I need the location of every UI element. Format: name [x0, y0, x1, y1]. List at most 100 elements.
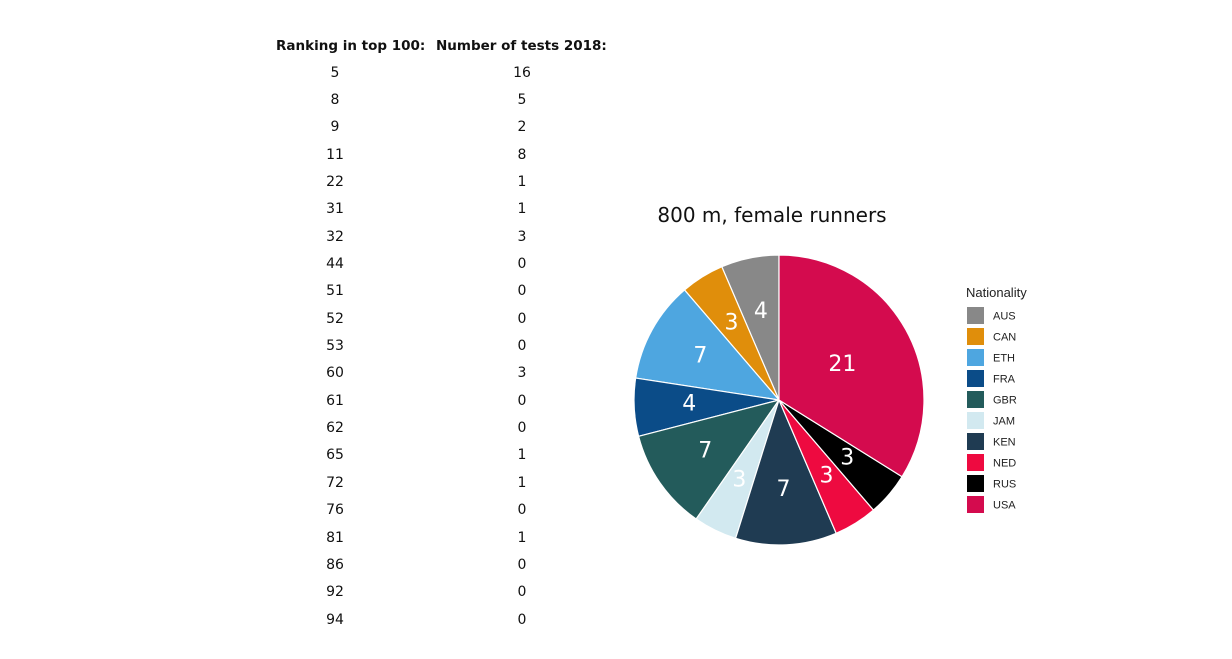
table-row: 72 1 — [268, 469, 612, 496]
rank-cell: 81 — [326, 529, 344, 546]
rank-cell: 72 — [326, 474, 344, 491]
tests-table: Ranking in top 100: Number of tests 2018… — [268, 36, 612, 633]
pie-slice-usa — [778, 254, 925, 478]
tests-cell: 0 — [517, 283, 527, 300]
tests-cell: 0 — [517, 420, 527, 437]
rank-cell: 61 — [326, 392, 344, 409]
table-row: 53 0 — [268, 332, 612, 359]
table-row: 86 0 — [268, 551, 612, 578]
legend-label-can: CAN — [993, 332, 1016, 344]
tests-cell: 0 — [517, 584, 527, 601]
legend-swatch-jam — [967, 412, 984, 429]
legend-label-jam: JAM — [993, 416, 1015, 428]
table-row: 22 1 — [268, 168, 612, 195]
slice-label-ned: 3 — [820, 463, 834, 488]
legend-label-ned: NED — [993, 458, 1016, 470]
slice-label-gbr: 7 — [698, 438, 712, 463]
rank-cell: 8 — [330, 92, 340, 109]
tests-cell: 1 — [517, 529, 527, 546]
table-row: 65 1 — [268, 442, 612, 469]
rank-cell: 52 — [326, 310, 344, 327]
slice-label-ken: 7 — [777, 477, 791, 502]
slice-label-fra: 4 — [682, 392, 696, 417]
legend-swatch-rus — [967, 475, 984, 492]
pie-slice-ken — [734, 398, 837, 546]
tests-cell: 3 — [517, 365, 527, 382]
legend-label-usa: USA — [993, 500, 1016, 512]
legend-swatch-usa — [967, 496, 984, 513]
rank-cell: 9 — [330, 119, 340, 136]
tests-cell: 0 — [517, 256, 527, 273]
table-row: 52 0 — [268, 305, 612, 332]
rank-cell: 5 — [330, 64, 340, 81]
table-row: 62 0 — [268, 414, 612, 441]
tests-cell: 3 — [517, 228, 527, 245]
legend: Nationality AUS CAN ETH FRA GBR JAM KEN NED RUS U… — [966, 285, 1027, 513]
table-row: 81 1 — [268, 524, 612, 551]
table-row: 92 0 — [268, 579, 612, 606]
table-row: 61 0 — [268, 387, 612, 414]
table-row: 94 0 — [268, 606, 612, 633]
chart-title: 800 m, female runners — [657, 203, 886, 227]
legend-title: Nationality — [966, 285, 1027, 300]
legend-swatch-eth — [967, 349, 984, 366]
legend-label-eth: ETH — [993, 353, 1015, 365]
table-row: 32 3 — [268, 223, 612, 250]
tests-cell: 1 — [517, 447, 527, 464]
table-row: 5 16 — [268, 59, 612, 86]
legend-swatch-ken — [967, 433, 984, 450]
pie-slice-gbr — [637, 399, 781, 520]
slice-label-jam: 3 — [732, 468, 746, 493]
table-header: Ranking in top 100: Number of tests 2018… — [268, 36, 612, 56]
table-row: 31 1 — [268, 196, 612, 223]
rank-cell: 86 — [326, 556, 344, 573]
legend-swatch-gbr — [967, 391, 984, 408]
table-body: 5 16 8 5 9 2 11 8 22 1 31 1 32 3 44 0 51 0 52 0 53 0 60 3 61 0 62 0… — [268, 59, 612, 633]
table-row: 51 0 — [268, 278, 612, 305]
tests-cell: 0 — [517, 392, 527, 409]
tests-cell: 16 — [513, 64, 531, 81]
table-row: 11 8 — [268, 141, 612, 168]
header-tests: Number of tests 2018: — [436, 38, 607, 54]
rank-cell: 31 — [326, 201, 344, 218]
tests-cell: 1 — [517, 201, 527, 218]
header-ranking: Ranking in top 100: — [276, 38, 426, 54]
rank-cell: 44 — [326, 256, 344, 273]
tests-cell: 0 — [517, 556, 527, 573]
tests-cell: 0 — [517, 310, 527, 327]
legend-swatch-ned — [967, 454, 984, 471]
rank-cell: 62 — [326, 420, 344, 437]
rank-cell: 53 — [326, 338, 344, 355]
slice-label-eth: 7 — [693, 343, 707, 368]
pie-slice-eth — [634, 289, 781, 401]
tests-cell: 1 — [517, 174, 527, 191]
tests-cell: 0 — [517, 338, 527, 355]
pie-slices — [633, 254, 925, 546]
rank-cell: 76 — [326, 502, 344, 519]
rank-cell: 94 — [326, 611, 344, 628]
legend-label-ken: KEN — [993, 437, 1016, 449]
rank-cell: 32 — [326, 228, 344, 245]
legend-swatch-can — [967, 328, 984, 345]
table-row: 60 3 — [268, 360, 612, 387]
slice-label-usa: 21 — [828, 352, 856, 377]
tests-cell: 5 — [517, 92, 527, 109]
table-row: 44 0 — [268, 250, 612, 277]
legend-label-fra: FRA — [993, 374, 1016, 386]
legend-label-gbr: GBR — [993, 395, 1017, 407]
table-row: 76 0 — [268, 497, 612, 524]
rank-cell: 65 — [326, 447, 344, 464]
tests-cell: 2 — [517, 119, 527, 136]
legend-swatch-fra — [967, 370, 984, 387]
tests-cell: 0 — [517, 611, 527, 628]
legend-label-rus: RUS — [993, 479, 1016, 491]
rank-cell: 60 — [326, 365, 344, 382]
rank-cell: 51 — [326, 283, 344, 300]
legend-swatch-aus — [967, 307, 984, 324]
tests-cell: 8 — [517, 146, 527, 163]
legend-label-aus: AUS — [993, 311, 1016, 323]
